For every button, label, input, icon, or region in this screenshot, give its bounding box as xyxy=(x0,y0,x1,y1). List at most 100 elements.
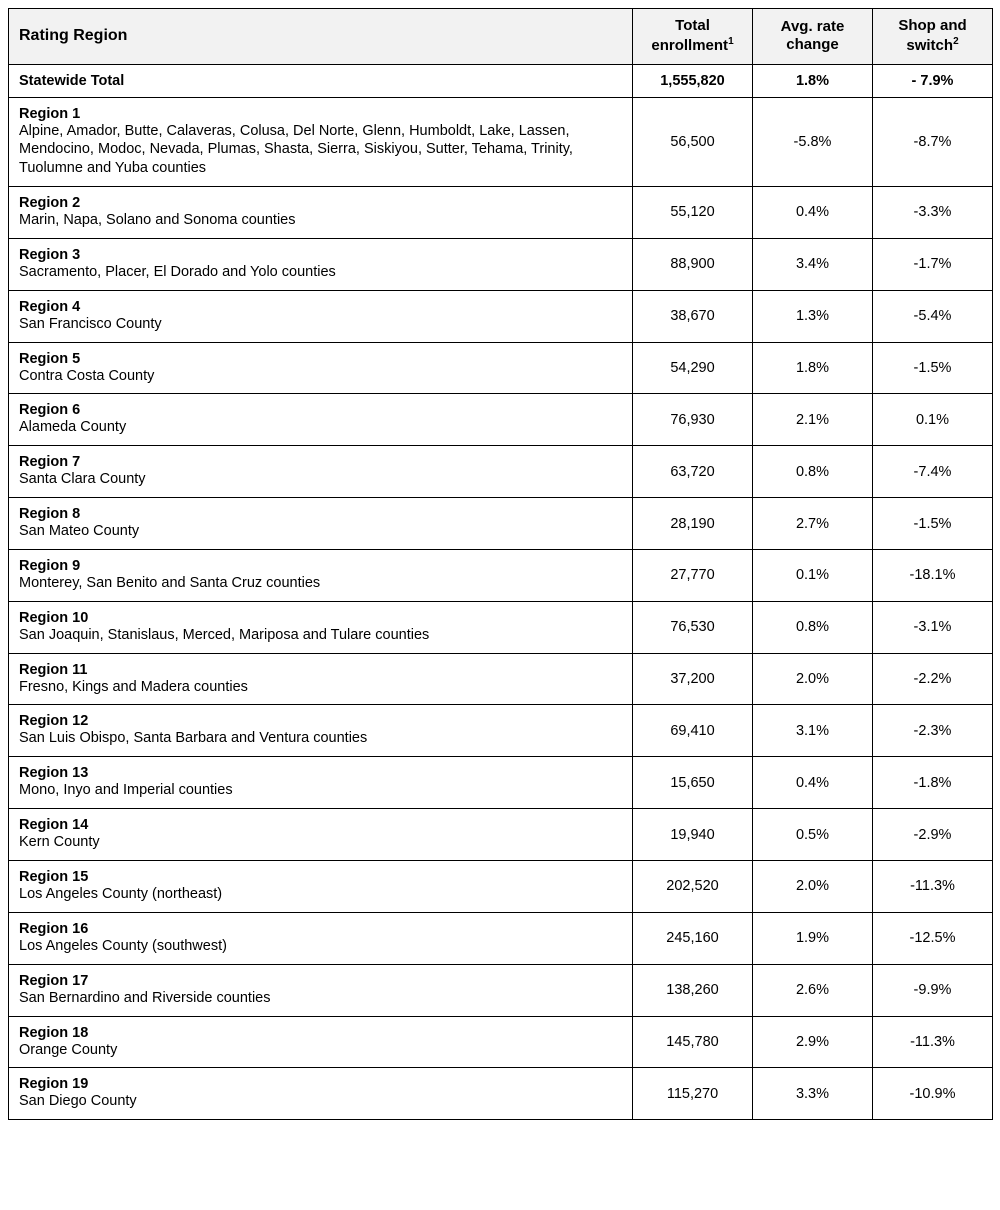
region-name: Region 13 xyxy=(19,765,622,781)
enrollment-cell: 76,530 xyxy=(633,601,753,653)
avg-rate-cell: 2.9% xyxy=(753,1016,873,1068)
enrollment-cell: 37,200 xyxy=(633,653,753,705)
total-enrollment: 1,555,820 xyxy=(633,64,753,97)
region-name: Region 12 xyxy=(19,713,622,729)
enrollment-cell: 54,290 xyxy=(633,342,753,394)
col-header-label: Total enrollment xyxy=(651,17,728,54)
table-row: Region 19San Diego County115,2703.3%-10.… xyxy=(9,1068,993,1120)
shop-switch-cell: -2.9% xyxy=(873,809,993,861)
table-row: Region 10San Joaquin, Stanislaus, Merced… xyxy=(9,601,993,653)
shop-switch-cell: -1.8% xyxy=(873,757,993,809)
table-row: Region 17San Bernardino and Riverside co… xyxy=(9,964,993,1016)
region-name: Region 9 xyxy=(19,558,622,574)
region-subtitle: Alameda County xyxy=(19,418,622,437)
enrollment-cell: 69,410 xyxy=(633,705,753,757)
avg-rate-cell: 1.9% xyxy=(753,912,873,964)
table-row: Region 2Marin, Napa, Solano and Sonoma c… xyxy=(9,187,993,239)
enrollment-cell: 55,120 xyxy=(633,187,753,239)
region-name: Region 18 xyxy=(19,1025,622,1041)
region-cell: Region 19San Diego County xyxy=(9,1068,633,1120)
enrollment-cell: 138,260 xyxy=(633,964,753,1016)
table-row: Region 4San Francisco County38,6701.3%-5… xyxy=(9,290,993,342)
enrollment-cell: 19,940 xyxy=(633,809,753,861)
col-header-label: Avg. rate change xyxy=(781,18,845,54)
region-name: Region 15 xyxy=(19,869,622,885)
total-shop-switch: - 7.9% xyxy=(873,64,993,97)
footnote-ref: 2 xyxy=(953,36,959,47)
region-subtitle: Contra Costa County xyxy=(19,367,622,386)
region-cell: Region 14Kern County xyxy=(9,809,633,861)
shop-switch-cell: -1.7% xyxy=(873,238,993,290)
shop-switch-cell: -12.5% xyxy=(873,912,993,964)
region-subtitle: Mono, Inyo and Imperial counties xyxy=(19,781,622,800)
enrollment-cell: 63,720 xyxy=(633,446,753,498)
shop-switch-cell: -1.5% xyxy=(873,342,993,394)
region-subtitle: Los Angeles County (southwest) xyxy=(19,937,622,956)
region-cell: Region 8San Mateo County xyxy=(9,498,633,550)
rating-region-table: Rating Region Total enrollment1 Avg. rat… xyxy=(8,8,993,1120)
shop-switch-cell: 0.1% xyxy=(873,394,993,446)
shop-switch-cell: -3.3% xyxy=(873,187,993,239)
enrollment-cell: 245,160 xyxy=(633,912,753,964)
region-name: Region 14 xyxy=(19,817,622,833)
enrollment-cell: 145,780 xyxy=(633,1016,753,1068)
table-row: Region 16Los Angeles County (southwest)2… xyxy=(9,912,993,964)
table-row: Region 3Sacramento, Placer, El Dorado an… xyxy=(9,238,993,290)
region-name: Region 2 xyxy=(19,195,622,211)
avg-rate-cell: 1.8% xyxy=(753,342,873,394)
avg-rate-cell: 2.0% xyxy=(753,653,873,705)
region-cell: Region 11Fresno, Kings and Madera counti… xyxy=(9,653,633,705)
avg-rate-cell: 1.3% xyxy=(753,290,873,342)
avg-rate-cell: 2.7% xyxy=(753,498,873,550)
region-subtitle: San Joaquin, Stanislaus, Merced, Maripos… xyxy=(19,626,622,645)
region-subtitle: San Diego County xyxy=(19,1092,622,1111)
region-cell: Region 9Monterey, San Benito and Santa C… xyxy=(9,549,633,601)
region-subtitle: Monterey, San Benito and Santa Cruz coun… xyxy=(19,574,622,593)
avg-rate-cell: 2.6% xyxy=(753,964,873,1016)
region-subtitle: San Francisco County xyxy=(19,315,622,334)
avg-rate-cell: 0.8% xyxy=(753,446,873,498)
enrollment-cell: 28,190 xyxy=(633,498,753,550)
region-cell: Region 12San Luis Obispo, Santa Barbara … xyxy=(9,705,633,757)
table-row: Region 9Monterey, San Benito and Santa C… xyxy=(9,549,993,601)
table-row: Region 5Contra Costa County54,2901.8%-1.… xyxy=(9,342,993,394)
region-name: Region 4 xyxy=(19,299,622,315)
shop-switch-cell: -3.1% xyxy=(873,601,993,653)
region-subtitle: San Mateo County xyxy=(19,522,622,541)
shop-switch-cell: -18.1% xyxy=(873,549,993,601)
region-name: Region 10 xyxy=(19,610,622,626)
enrollment-cell: 15,650 xyxy=(633,757,753,809)
shop-switch-cell: -8.7% xyxy=(873,97,993,187)
region-cell: Region 5Contra Costa County xyxy=(9,342,633,394)
table-row: Region 12San Luis Obispo, Santa Barbara … xyxy=(9,705,993,757)
region-subtitle: Sacramento, Placer, El Dorado and Yolo c… xyxy=(19,263,622,282)
region-cell: Region 3Sacramento, Placer, El Dorado an… xyxy=(9,238,633,290)
avg-rate-cell: 0.8% xyxy=(753,601,873,653)
shop-switch-cell: -5.4% xyxy=(873,290,993,342)
avg-rate-cell: 3.3% xyxy=(753,1068,873,1120)
col-header-enrollment: Total enrollment1 xyxy=(633,9,753,65)
region-cell: Region 1Alpine, Amador, Butte, Calaveras… xyxy=(9,97,633,187)
region-name: Region 5 xyxy=(19,351,622,367)
table-row: Region 15Los Angeles County (northeast)2… xyxy=(9,861,993,913)
avg-rate-cell: 3.1% xyxy=(753,705,873,757)
enrollment-cell: 76,930 xyxy=(633,394,753,446)
region-cell: Region 10San Joaquin, Stanislaus, Merced… xyxy=(9,601,633,653)
region-name: Region 11 xyxy=(19,662,622,678)
region-subtitle: Orange County xyxy=(19,1041,622,1060)
region-name: Region 3 xyxy=(19,247,622,263)
shop-switch-cell: -10.9% xyxy=(873,1068,993,1120)
shop-switch-cell: -9.9% xyxy=(873,964,993,1016)
col-header-label: Rating Region xyxy=(19,27,127,44)
table-row: Region 14Kern County19,9400.5%-2.9% xyxy=(9,809,993,861)
col-header-region: Rating Region xyxy=(9,9,633,65)
region-cell: Region 6Alameda County xyxy=(9,394,633,446)
col-header-shop-switch: Shop and switch2 xyxy=(873,9,993,65)
statewide-total-row: Statewide Total 1,555,820 1.8% - 7.9% xyxy=(9,64,993,97)
table-row: Region 7Santa Clara County63,7200.8%-7.4… xyxy=(9,446,993,498)
region-name: Region 6 xyxy=(19,402,622,418)
table-row: Region 13Mono, Inyo and Imperial countie… xyxy=(9,757,993,809)
table-body: Statewide Total 1,555,820 1.8% - 7.9% Re… xyxy=(9,64,993,1120)
region-subtitle: San Luis Obispo, Santa Barbara and Ventu… xyxy=(19,729,622,748)
enrollment-cell: 88,900 xyxy=(633,238,753,290)
